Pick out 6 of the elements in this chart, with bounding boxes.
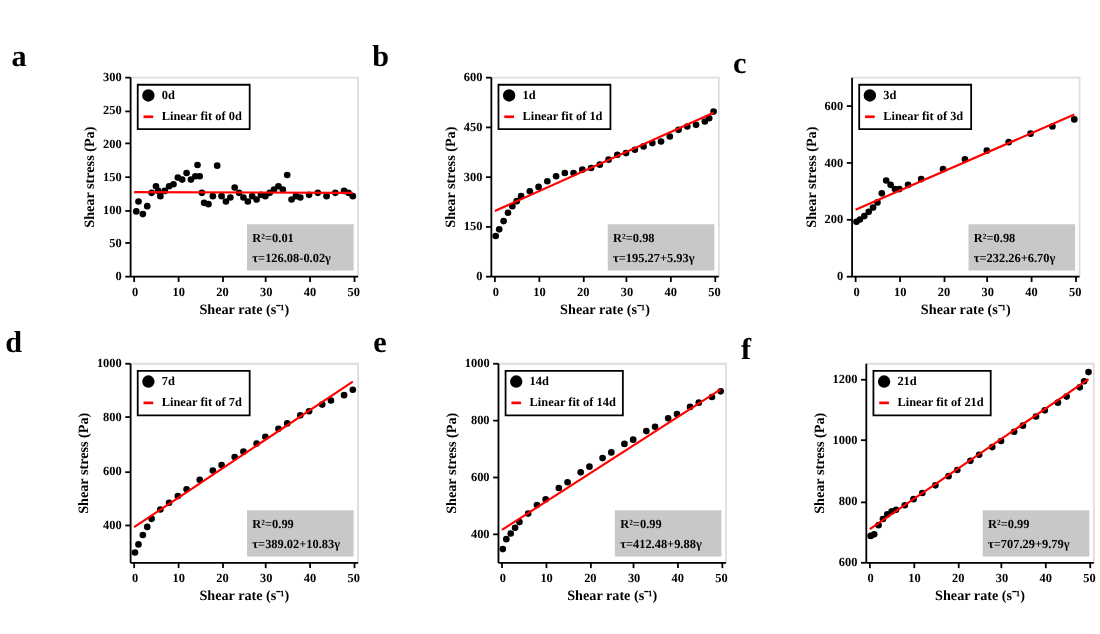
chart-title: f	[741, 335, 754, 368]
chart-title: c	[733, 49, 748, 82]
chart-title: b	[372, 42, 390, 75]
chart-title: a	[11, 42, 28, 75]
chart-title: e	[373, 328, 388, 361]
chart-title: d	[5, 328, 24, 361]
